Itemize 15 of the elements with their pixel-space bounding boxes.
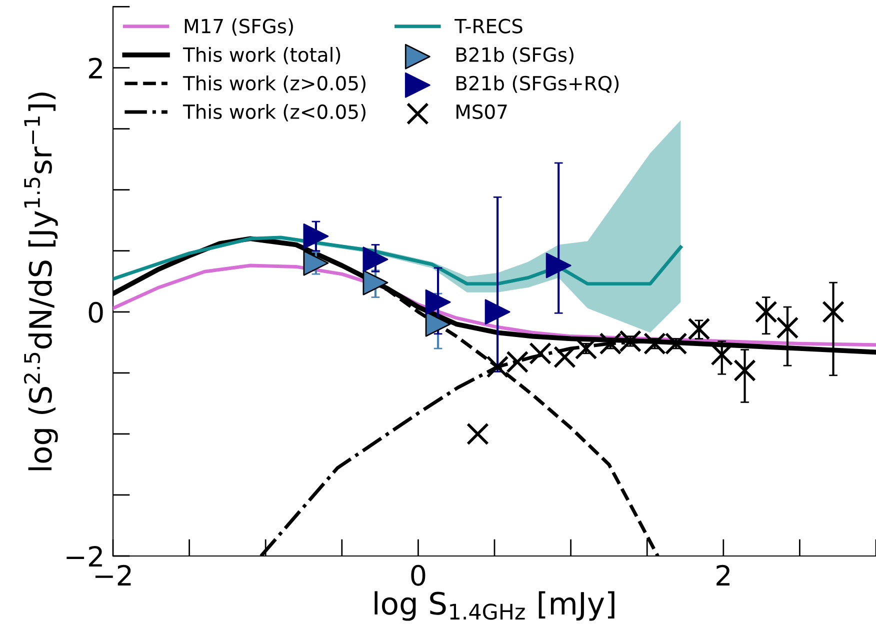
- legend-label: This work (z>0.05): [182, 75, 366, 93]
- legend-label: This work (z<0.05): [182, 104, 366, 122]
- x-tick-label: 0: [411, 564, 426, 586]
- x-tick-label: 2: [716, 564, 730, 586]
- y-tick-label: −2: [66, 546, 102, 567]
- y-tick-label: 2: [89, 58, 102, 78]
- x-axis-title: log S$_{1.4GHz}$ [mJy]: [374, 591, 614, 621]
- legend-label: B21b (SFGs): [456, 46, 574, 64]
- legend-label: T-RECS: [454, 18, 522, 34]
- legend-label: MS07: [456, 104, 507, 120]
- y-tick-label: 0: [88, 302, 103, 323]
- y-axis-title: log (S$^{2.5}$dN/dS [Jy$^{1.5}$sr$^{−1}$]): [24, 92, 58, 470]
- legend-label: This work (total): [182, 46, 340, 64]
- legend-label: M17 (SFGs): [184, 18, 293, 36]
- legend-label: B21b (SFGs+RQ): [456, 75, 619, 93]
